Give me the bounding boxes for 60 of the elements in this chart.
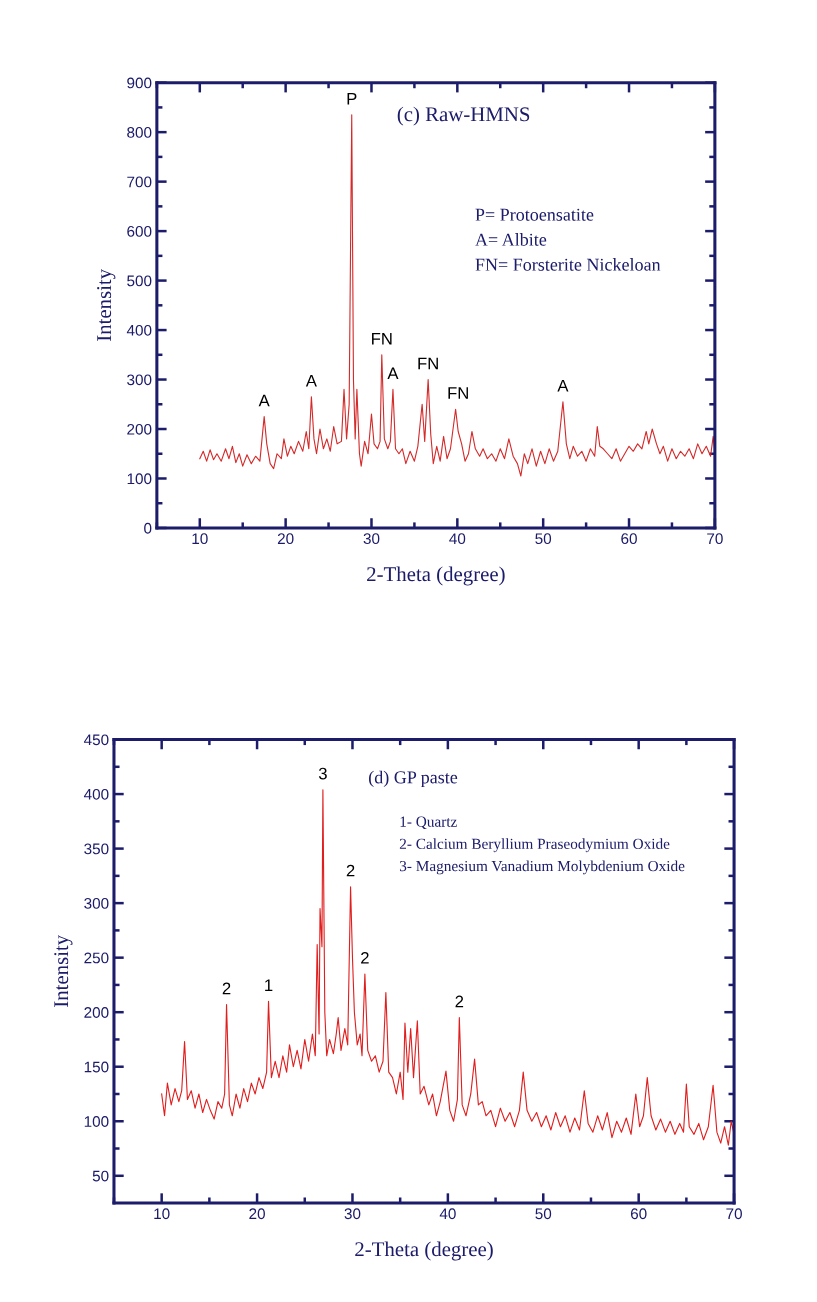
x-tick-label: 40 [439, 1208, 456, 1220]
annotation: 2 [222, 982, 231, 995]
y-tick-label: 250 [84, 952, 109, 964]
y-tick-label: 300 [84, 898, 109, 909]
x-tick-label: 30 [363, 533, 380, 545]
x-tick-label: 50 [535, 533, 552, 545]
y-tick-label: 400 [83, 788, 109, 800]
y-tick-label: 400 [126, 324, 152, 336]
y-tick-label: 700 [127, 176, 152, 188]
y-tick-label: 50 [92, 1170, 109, 1182]
annotation: P [347, 92, 357, 105]
annotation: FN= Forsterite Nickeloan [475, 258, 661, 271]
annotation: A [305, 374, 317, 387]
y-tick-label: 450 [83, 734, 109, 746]
annotation: 2 [346, 864, 355, 877]
annotation: FN [372, 332, 392, 345]
y-tick-label: 300 [127, 374, 152, 386]
annotation: 2 [455, 995, 464, 1008]
y-tick-label: 100 [84, 1116, 109, 1127]
y-tick-label: 200 [84, 1007, 109, 1018]
annotation: 3- Magnesium Vanadium Molybdenium Oxide [399, 860, 685, 875]
y-tick-label: 350 [84, 843, 109, 855]
x-axis-title: 2-Theta (degree) [355, 1241, 493, 1261]
line-series [161, 789, 735, 1146]
annotation: A [557, 379, 569, 392]
y-axis-title: Intensity [54, 934, 73, 1007]
y-axis-title: Intensity [97, 268, 116, 342]
annotation: A [387, 367, 399, 380]
y-tick-label: 800 [127, 127, 152, 138]
text: (d) GP paste [369, 770, 458, 788]
y-tick-label: 500 [127, 275, 152, 287]
y-tick-label: 150 [84, 1061, 109, 1073]
annotation: 2- Calcium Beryllium Praseodymium Oxide [399, 838, 670, 853]
x-tick-label: 50 [535, 1208, 552, 1220]
x-tick-label: 40 [449, 533, 466, 545]
annotation: A [258, 394, 270, 407]
y-tick-label: 0 [144, 522, 152, 534]
x-tick-label: 20 [277, 533, 294, 545]
x-axis-title: 2-Theta (degree) [367, 566, 505, 586]
annotation: A= Albite [475, 233, 547, 246]
x-tick-label: 70 [726, 1208, 742, 1220]
annotation: 1 [265, 979, 273, 991]
annotation: 3 [318, 767, 327, 780]
annotation: FN [448, 387, 468, 399]
x-tick-label: 60 [630, 1208, 647, 1220]
y-tick-label: 600 [127, 225, 152, 237]
x-tick-label: 10 [154, 1208, 170, 1220]
x-tick-label: 70 [707, 533, 723, 545]
x-tick-label: 60 [621, 533, 637, 545]
annotation: P= Protoensatite [475, 208, 594, 221]
x-tick-label: 20 [249, 1208, 265, 1220]
annotation: 1- Quartz [400, 816, 457, 830]
annotation: FN [418, 357, 438, 370]
y-tick-label: 900 [127, 77, 152, 89]
text: (c) Raw-HMNS [397, 106, 530, 126]
y-tick-label: 200 [127, 423, 152, 435]
annotation: 2 [361, 951, 369, 964]
x-tick-label: 30 [344, 1208, 361, 1220]
x-tick-label: 10 [192, 533, 208, 545]
y-tick-label: 100 [127, 473, 152, 485]
